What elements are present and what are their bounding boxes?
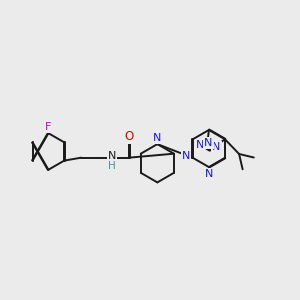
Text: O: O xyxy=(125,130,134,143)
Text: N: N xyxy=(196,140,205,150)
Text: N: N xyxy=(212,142,221,152)
Text: F: F xyxy=(45,122,52,132)
Text: H: H xyxy=(108,161,116,171)
Text: N: N xyxy=(182,151,190,161)
Text: N: N xyxy=(108,152,116,161)
Text: N: N xyxy=(204,138,213,148)
Text: N: N xyxy=(153,133,161,143)
Text: N: N xyxy=(205,169,214,178)
